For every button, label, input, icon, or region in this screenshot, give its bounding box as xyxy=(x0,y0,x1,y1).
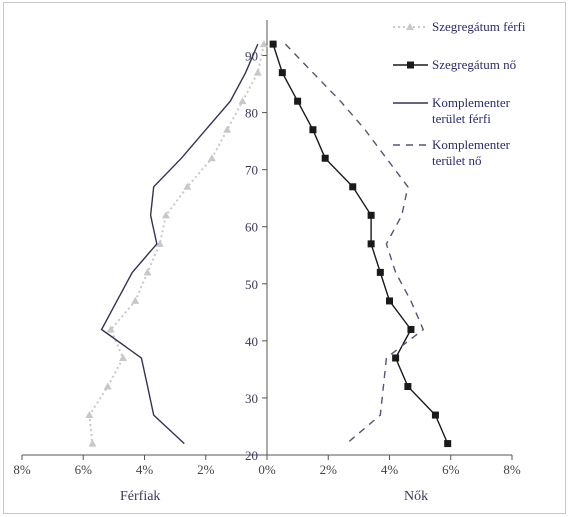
data-point-szegreg-tum-f-rfi xyxy=(223,125,232,133)
legend-label-line: terület férfi xyxy=(432,111,491,126)
legend-label-line: terület nő xyxy=(432,153,481,168)
data-point-szegreg-tum-n- xyxy=(309,126,317,134)
legend-label-line: Szegregátum nő xyxy=(432,57,516,72)
y-tick-label: 30 xyxy=(245,391,258,406)
data-point-szegreg-tum-n- xyxy=(386,297,393,305)
data-point-szegreg-tum-f-rfi xyxy=(85,411,94,419)
legend-label-line: Szegregátum férfi xyxy=(432,19,526,34)
data-point-szegreg-tum-n- xyxy=(269,40,277,48)
data-point-szegreg-tum-n- xyxy=(392,354,400,362)
data-point-szegreg-tum-f-rfi xyxy=(238,97,247,105)
data-point-szegreg-tum-n- xyxy=(349,183,357,191)
y-tick-label: 70 xyxy=(245,163,258,178)
data-point-szegreg-tum-n- xyxy=(376,268,384,276)
data-point-szegreg-tum-f-rfi xyxy=(259,40,268,48)
data-point-szegreg-tum-n- xyxy=(404,383,412,391)
x-tick-label: 8% xyxy=(13,462,31,477)
x-tick-label: 2% xyxy=(197,462,215,477)
data-point-szegreg-tum-f-rfi xyxy=(106,325,115,333)
y-tick-label: 60 xyxy=(245,220,258,235)
x-tick-label: 0% xyxy=(258,462,276,477)
legend-marker-szegreg-tum-f-rfi xyxy=(406,23,414,30)
data-point-szegreg-tum-f-rfi xyxy=(183,182,192,190)
data-point-szegreg-tum-f-rfi xyxy=(207,154,216,162)
x-axis-label-right: Nők xyxy=(404,489,428,504)
y-tick-label: 20 xyxy=(245,448,258,463)
chart-frame xyxy=(3,2,566,514)
y-tick-label: 50 xyxy=(245,277,258,292)
data-point-szegreg-tum-n- xyxy=(294,97,302,105)
series-line-szegreg-tum-f-rfi xyxy=(88,43,265,444)
legend-label-komplementer-ter-let-n-: Komplementer terület nő xyxy=(432,137,511,168)
legend: Szegregátum férfi Szegregátum nő Komplemen… xyxy=(393,19,526,168)
legend-label-szegreg-tum-n-: Szegregátum nő xyxy=(432,57,516,72)
y-tick-label: 40 xyxy=(245,334,258,349)
axes-layer xyxy=(21,20,513,460)
data-point-szegreg-tum-f-rfi xyxy=(161,211,170,219)
data-point-szegreg-tum-f-rfi xyxy=(88,439,97,447)
legend-marker-szegreg-tum-n- xyxy=(407,61,414,69)
data-point-szegreg-tum-n- xyxy=(444,440,452,448)
x-tick-label: 8% xyxy=(503,462,521,477)
x-tick-label: 4% xyxy=(136,462,154,477)
data-point-szegreg-tum-n- xyxy=(278,69,286,77)
x-tick-label: 6% xyxy=(75,462,93,477)
data-point-szegreg-tum-f-rfi xyxy=(253,68,262,76)
x-axis-label-left: Férfiak xyxy=(120,489,160,504)
y-tick-label: 90 xyxy=(245,49,258,64)
data-point-szegreg-tum-f-rfi xyxy=(155,239,164,247)
x-tick-label: 4% xyxy=(381,462,399,477)
data-point-szegreg-tum-n- xyxy=(367,211,375,219)
series-line-komplementer-ter-let-f-rfi xyxy=(100,43,259,445)
legend-label-line: Komplementer xyxy=(432,95,511,110)
data-point-szegreg-tum-n- xyxy=(367,240,375,248)
x-tick-label: 2% xyxy=(320,462,338,477)
data-point-szegreg-tum-n- xyxy=(431,411,439,419)
x-tick-label: 6% xyxy=(442,462,460,477)
data-point-szegreg-tum-f-rfi xyxy=(131,296,140,304)
series-layer xyxy=(85,40,452,448)
data-point-szegreg-tum-n- xyxy=(407,325,415,333)
data-point-szegreg-tum-n- xyxy=(321,154,329,162)
data-point-szegreg-tum-f-rfi xyxy=(143,268,152,276)
y-tick-label: 80 xyxy=(245,106,258,121)
legend-label-line: Komplementer xyxy=(432,137,511,152)
data-point-szegreg-tum-f-rfi xyxy=(103,382,112,390)
tick-layer: 8% 6% 4% 2% 0% 2% 4% 6% 8% 20 30 40 50 60 70 80 90 xyxy=(13,49,521,477)
legend-label-szegreg-tum-f-rfi: Szegregátum férfi xyxy=(432,19,526,34)
data-point-szegreg-tum-f-rfi xyxy=(119,353,128,361)
legend-label-komplementer-ter-let-f-rfi: Komplementer terület férfi xyxy=(432,95,511,126)
series-line-komplementer-ter-let-n- xyxy=(284,43,425,445)
